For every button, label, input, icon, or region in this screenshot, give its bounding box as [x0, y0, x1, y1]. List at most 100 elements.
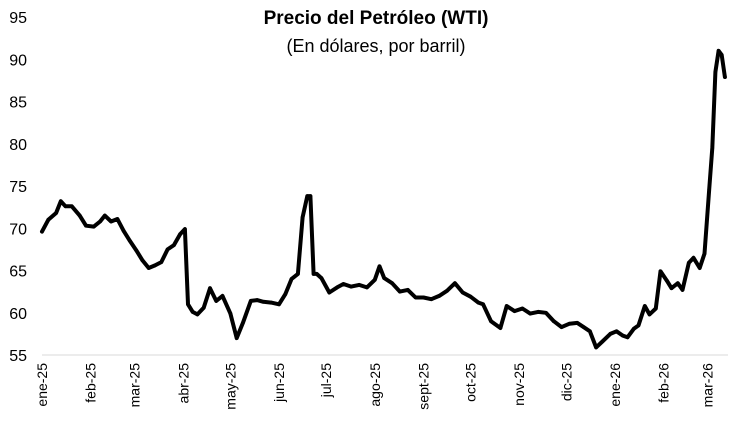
data-point [172, 243, 176, 247]
data-point [220, 294, 225, 298]
data-point [289, 277, 294, 281]
x-tick-label: oct-25 [463, 363, 479, 402]
data-point [413, 295, 418, 300]
data-point [165, 247, 170, 252]
data-point [614, 329, 619, 334]
y-tick-label: 95 [9, 10, 27, 27]
data-point [357, 283, 361, 287]
data-point [476, 300, 481, 305]
data-point [234, 336, 239, 340]
data-point [707, 187, 711, 192]
x-tick-label: nov-25 [511, 363, 527, 406]
data-point [115, 217, 120, 221]
data-point [697, 266, 702, 270]
data-point [669, 286, 674, 291]
data-point [536, 310, 540, 314]
data-point [59, 199, 63, 203]
data-point [489, 319, 493, 324]
data-point [406, 288, 410, 292]
data-point [255, 298, 259, 302]
data-point [559, 325, 564, 329]
data-point [70, 204, 74, 209]
x-tick-label: abr-25 [175, 363, 191, 404]
data-point [300, 215, 305, 220]
data-point [713, 70, 718, 74]
data-point [208, 286, 212, 291]
series-group [40, 48, 727, 350]
data-point [190, 310, 195, 314]
data-point [269, 300, 274, 305]
data-point [621, 333, 625, 338]
x-tick-label: may-25 [222, 363, 238, 410]
data-point [228, 311, 233, 316]
data-point [687, 261, 691, 265]
x-tick-label: mar-26 [700, 363, 716, 408]
y-tick-label: 75 [9, 179, 27, 196]
x-tick-label: jul-25 [318, 363, 334, 398]
x-tick-label: sept-25 [415, 363, 431, 410]
data-point [647, 312, 652, 317]
data-point [296, 272, 300, 276]
data-point [632, 327, 636, 331]
data-point [365, 285, 369, 290]
y-tick-label: 80 [9, 137, 27, 154]
data-point [327, 290, 332, 295]
x-tick-label: mar-25 [127, 363, 143, 408]
data-point [504, 304, 509, 308]
data-point [283, 292, 288, 297]
data-point [594, 345, 598, 350]
data-point [134, 248, 138, 252]
data-point [54, 211, 58, 215]
x-axis-ticks: ene-25 feb-25 mar-25 abr-25 may-25 jun-25 jul-… [34, 363, 716, 410]
data-point [63, 204, 68, 209]
data-point [308, 194, 313, 198]
x-tick-label: dic-25 [558, 363, 574, 401]
y-tick-label: 85 [9, 95, 27, 112]
data-point [460, 290, 465, 295]
y-tick-label: 60 [9, 306, 27, 323]
data-point [140, 258, 145, 263]
data-point [183, 227, 187, 231]
data-point [92, 224, 96, 229]
data-point [453, 281, 457, 286]
data-point [103, 213, 107, 218]
chart-title: Precio del Petróleo (WTI) [264, 8, 489, 29]
y-tick-label: 65 [9, 264, 27, 281]
data-point [40, 229, 44, 234]
data-point [643, 304, 647, 308]
data-point [398, 289, 402, 294]
data-point [421, 295, 426, 300]
data-point [128, 239, 132, 243]
x-tick-label: feb-25 [83, 363, 99, 403]
data-point [575, 321, 580, 325]
data-point [716, 49, 721, 53]
x-tick-label: ene-25 [34, 363, 50, 407]
data-point [691, 255, 696, 260]
data-point [654, 306, 658, 311]
data-point [390, 281, 394, 286]
data-point [658, 269, 663, 274]
data-point [581, 325, 586, 329]
data-point [528, 311, 532, 316]
data-point [335, 285, 339, 290]
data-point [665, 278, 669, 283]
data-point [680, 288, 685, 292]
data-point [153, 263, 157, 268]
data-point [625, 335, 630, 340]
data-point [481, 302, 485, 307]
data-point [437, 294, 442, 298]
series-line [40, 48, 727, 350]
data-point [512, 309, 517, 313]
data-point [552, 319, 556, 324]
data-point [567, 321, 572, 326]
y-tick-label: 70 [9, 221, 27, 238]
data-point [77, 213, 82, 218]
data-point [373, 278, 377, 282]
data-point [377, 264, 382, 269]
data-point [98, 219, 102, 224]
x-tick-label: ago-25 [367, 363, 383, 407]
data-point [588, 329, 592, 334]
y-tick-label: 90 [9, 52, 27, 69]
data-point [305, 194, 310, 198]
data-point [319, 276, 324, 280]
